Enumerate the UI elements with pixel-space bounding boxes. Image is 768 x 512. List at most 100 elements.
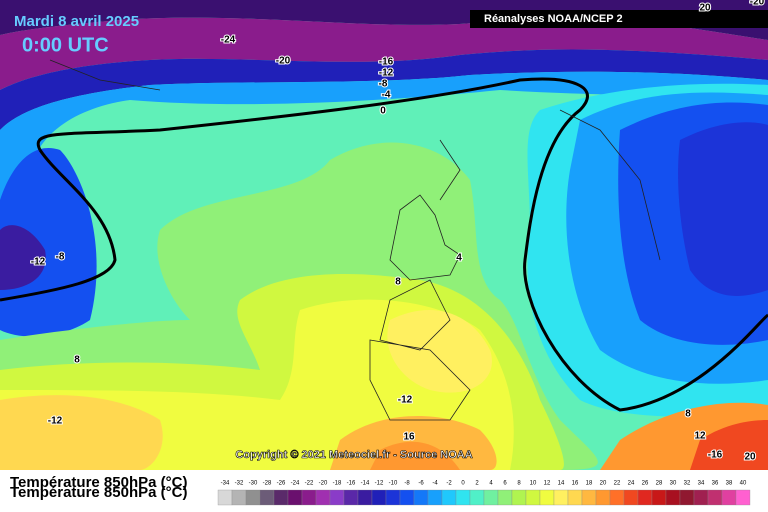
source-box [470,10,768,28]
legend-tick-label: 28 [656,481,663,487]
legend-swatch [301,489,317,506]
contour-label: -12 [48,416,63,427]
legend-swatch [399,489,415,506]
legend-swatch [735,489,751,506]
legend-tick-label: -2 [446,481,452,487]
contour-label: -12 [379,68,394,79]
contour-label: 8 [395,277,401,288]
legend-swatch [259,489,275,506]
legend-swatch [287,489,303,506]
band-hot [370,441,460,470]
band-cold [0,49,768,130]
legend-tick-label: -6 [418,481,424,487]
legend-swatch [651,489,667,506]
east-cold [678,122,768,296]
legend-swatch [427,489,443,506]
contour-label: -20 [750,0,765,8]
band-warm [0,395,163,470]
legend-swatch [245,489,261,506]
legend-swatch [315,489,331,506]
legend-tick-label: 38 [726,481,733,487]
contour-label: 12 [694,431,706,442]
legend-tick-label: 22 [614,481,621,487]
contour-label: 20 [744,452,756,463]
contour-label: 0 [380,106,386,117]
legend-swatch [357,489,373,506]
legend-swatch [623,489,639,506]
legend-swatch [595,489,611,506]
legend-tick-label: -20 [319,481,328,487]
legend-swatch [329,489,345,506]
contour-label: 16 [403,432,415,443]
legend-tick-label: -28 [263,481,272,487]
source: Réanalyses NOAA/NCEP 2 [484,13,623,25]
legend-tick-label: 16 [572,481,579,487]
band-cool [0,71,768,330]
legend-tick-label: -18 [333,481,342,487]
legend-swatch [567,489,583,506]
legend-swatch [371,489,387,506]
copyright: Copyright © 2021 Meteociel.fr - Source N… [235,449,472,461]
contour-label: -12 [31,257,46,268]
legend-tick-label: -8 [404,481,410,487]
contour-label: -8 [56,252,65,263]
zero-isotherm [0,149,117,302]
legend-swatch [665,489,681,506]
legend-swatch [637,489,653,506]
band-hot [690,420,768,470]
contour-label: -16 [708,450,723,461]
legend-swatch [413,489,429,506]
legend-tick-label: -12 [375,481,384,487]
zero-isotherm [36,77,768,412]
legend-swatch [483,489,499,506]
legend-swatch [609,489,625,506]
legend-tick-label: 4 [489,481,493,487]
legend-swatch [455,489,471,506]
legend-tick-label: 8 [517,481,521,487]
legend-swatch [441,489,457,506]
band-warm [387,310,492,393]
contour-label: -16 [379,57,394,68]
contour-label: -12 [398,395,413,406]
legend-tick-label: 18 [586,481,593,487]
band-cool [0,148,97,337]
contour-label: 4 [456,253,462,264]
legend-tick-label: 32 [684,481,691,487]
legend-tick-label: -26 [277,481,286,487]
legend-tick-label: -16 [347,481,356,487]
legend-tick-label: -4 [432,481,438,487]
legend-tick-label: 10 [530,481,537,487]
legend-swatch [469,489,485,506]
legend-swatch [343,489,359,506]
legend-tick-label: 34 [698,481,705,487]
legend-tick-label: 12 [544,481,551,487]
date: Mardi 8 avril 2025 [14,13,139,30]
legend-tick-label: -30 [249,481,258,487]
legend-tick-label: -10 [389,481,398,487]
band-cool [0,225,46,290]
contour-label: -20 [276,56,291,67]
contour-label: -8 [379,79,388,90]
legend-swatch [525,489,541,506]
legend-tick-label: 6 [503,481,507,487]
legend-tick-label: 20 [600,481,607,487]
legend-tick-label: 40 [740,481,747,487]
legend-swatch [231,489,247,506]
legend-tick-label: -34 [221,481,230,487]
legend-swatch [679,489,695,506]
legend-tick-label: 36 [712,481,719,487]
legend-tick-label: -32 [235,481,244,487]
legend-title-shadow: Température 850hPa (°C) [10,484,187,501]
legend-swatch [707,489,723,506]
legend-tick-label: 26 [642,481,649,487]
coastlines [49,59,661,421]
legend-swatch [385,489,401,506]
legend-tick-label: -14 [361,481,370,487]
legend-tick-label: 0 [461,481,465,487]
legend-swatch [539,489,555,506]
legend-tick-label: -24 [291,481,300,487]
time: 0:00 UTC [22,34,109,56]
legend-swatch [581,489,597,506]
